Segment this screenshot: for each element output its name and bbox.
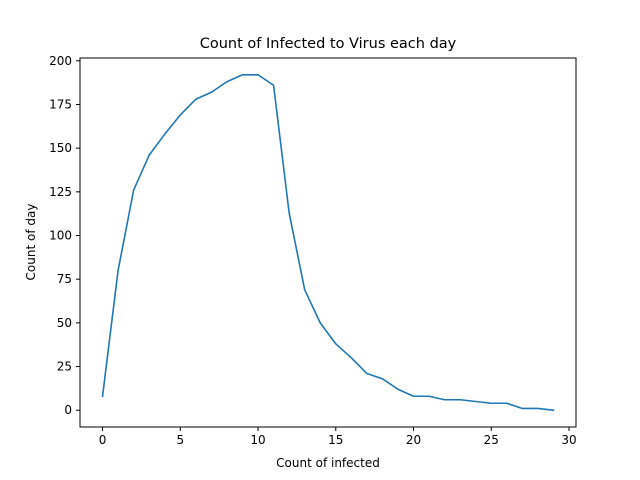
series-layer [101,73,555,412]
x-tick-label: 30 [561,433,576,447]
x-tick-label: 15 [328,433,343,447]
y-tick-label: 0 [64,403,72,417]
y-tick-label: 100 [49,229,72,243]
y-tick-label: 25 [57,360,72,374]
y-tick-label: 175 [49,97,72,111]
x-tick-label: 25 [484,433,499,447]
y-tick-label: 50 [57,316,72,330]
plot-frame [79,57,577,428]
y-axis-label: Count of day [24,204,38,281]
x-tick-label: 0 [99,433,107,447]
axis-ticks: 0 5 10 15 20 25 30 0 25 50 75 100 125 150 175 200 [49,54,577,447]
x-tick-label: 20 [406,433,421,447]
x-tick-label: 5 [176,433,184,447]
x-axis-label: Count of infected [276,456,380,470]
x-tick-label: 10 [250,433,265,447]
chart-title: Count of Infected to Virus each day [200,36,457,52]
y-tick-label: 125 [49,185,72,199]
series-line [101,73,555,412]
y-tick-label: 200 [49,54,72,68]
y-tick-label: 150 [49,141,72,155]
y-tick-label: 75 [57,272,72,286]
